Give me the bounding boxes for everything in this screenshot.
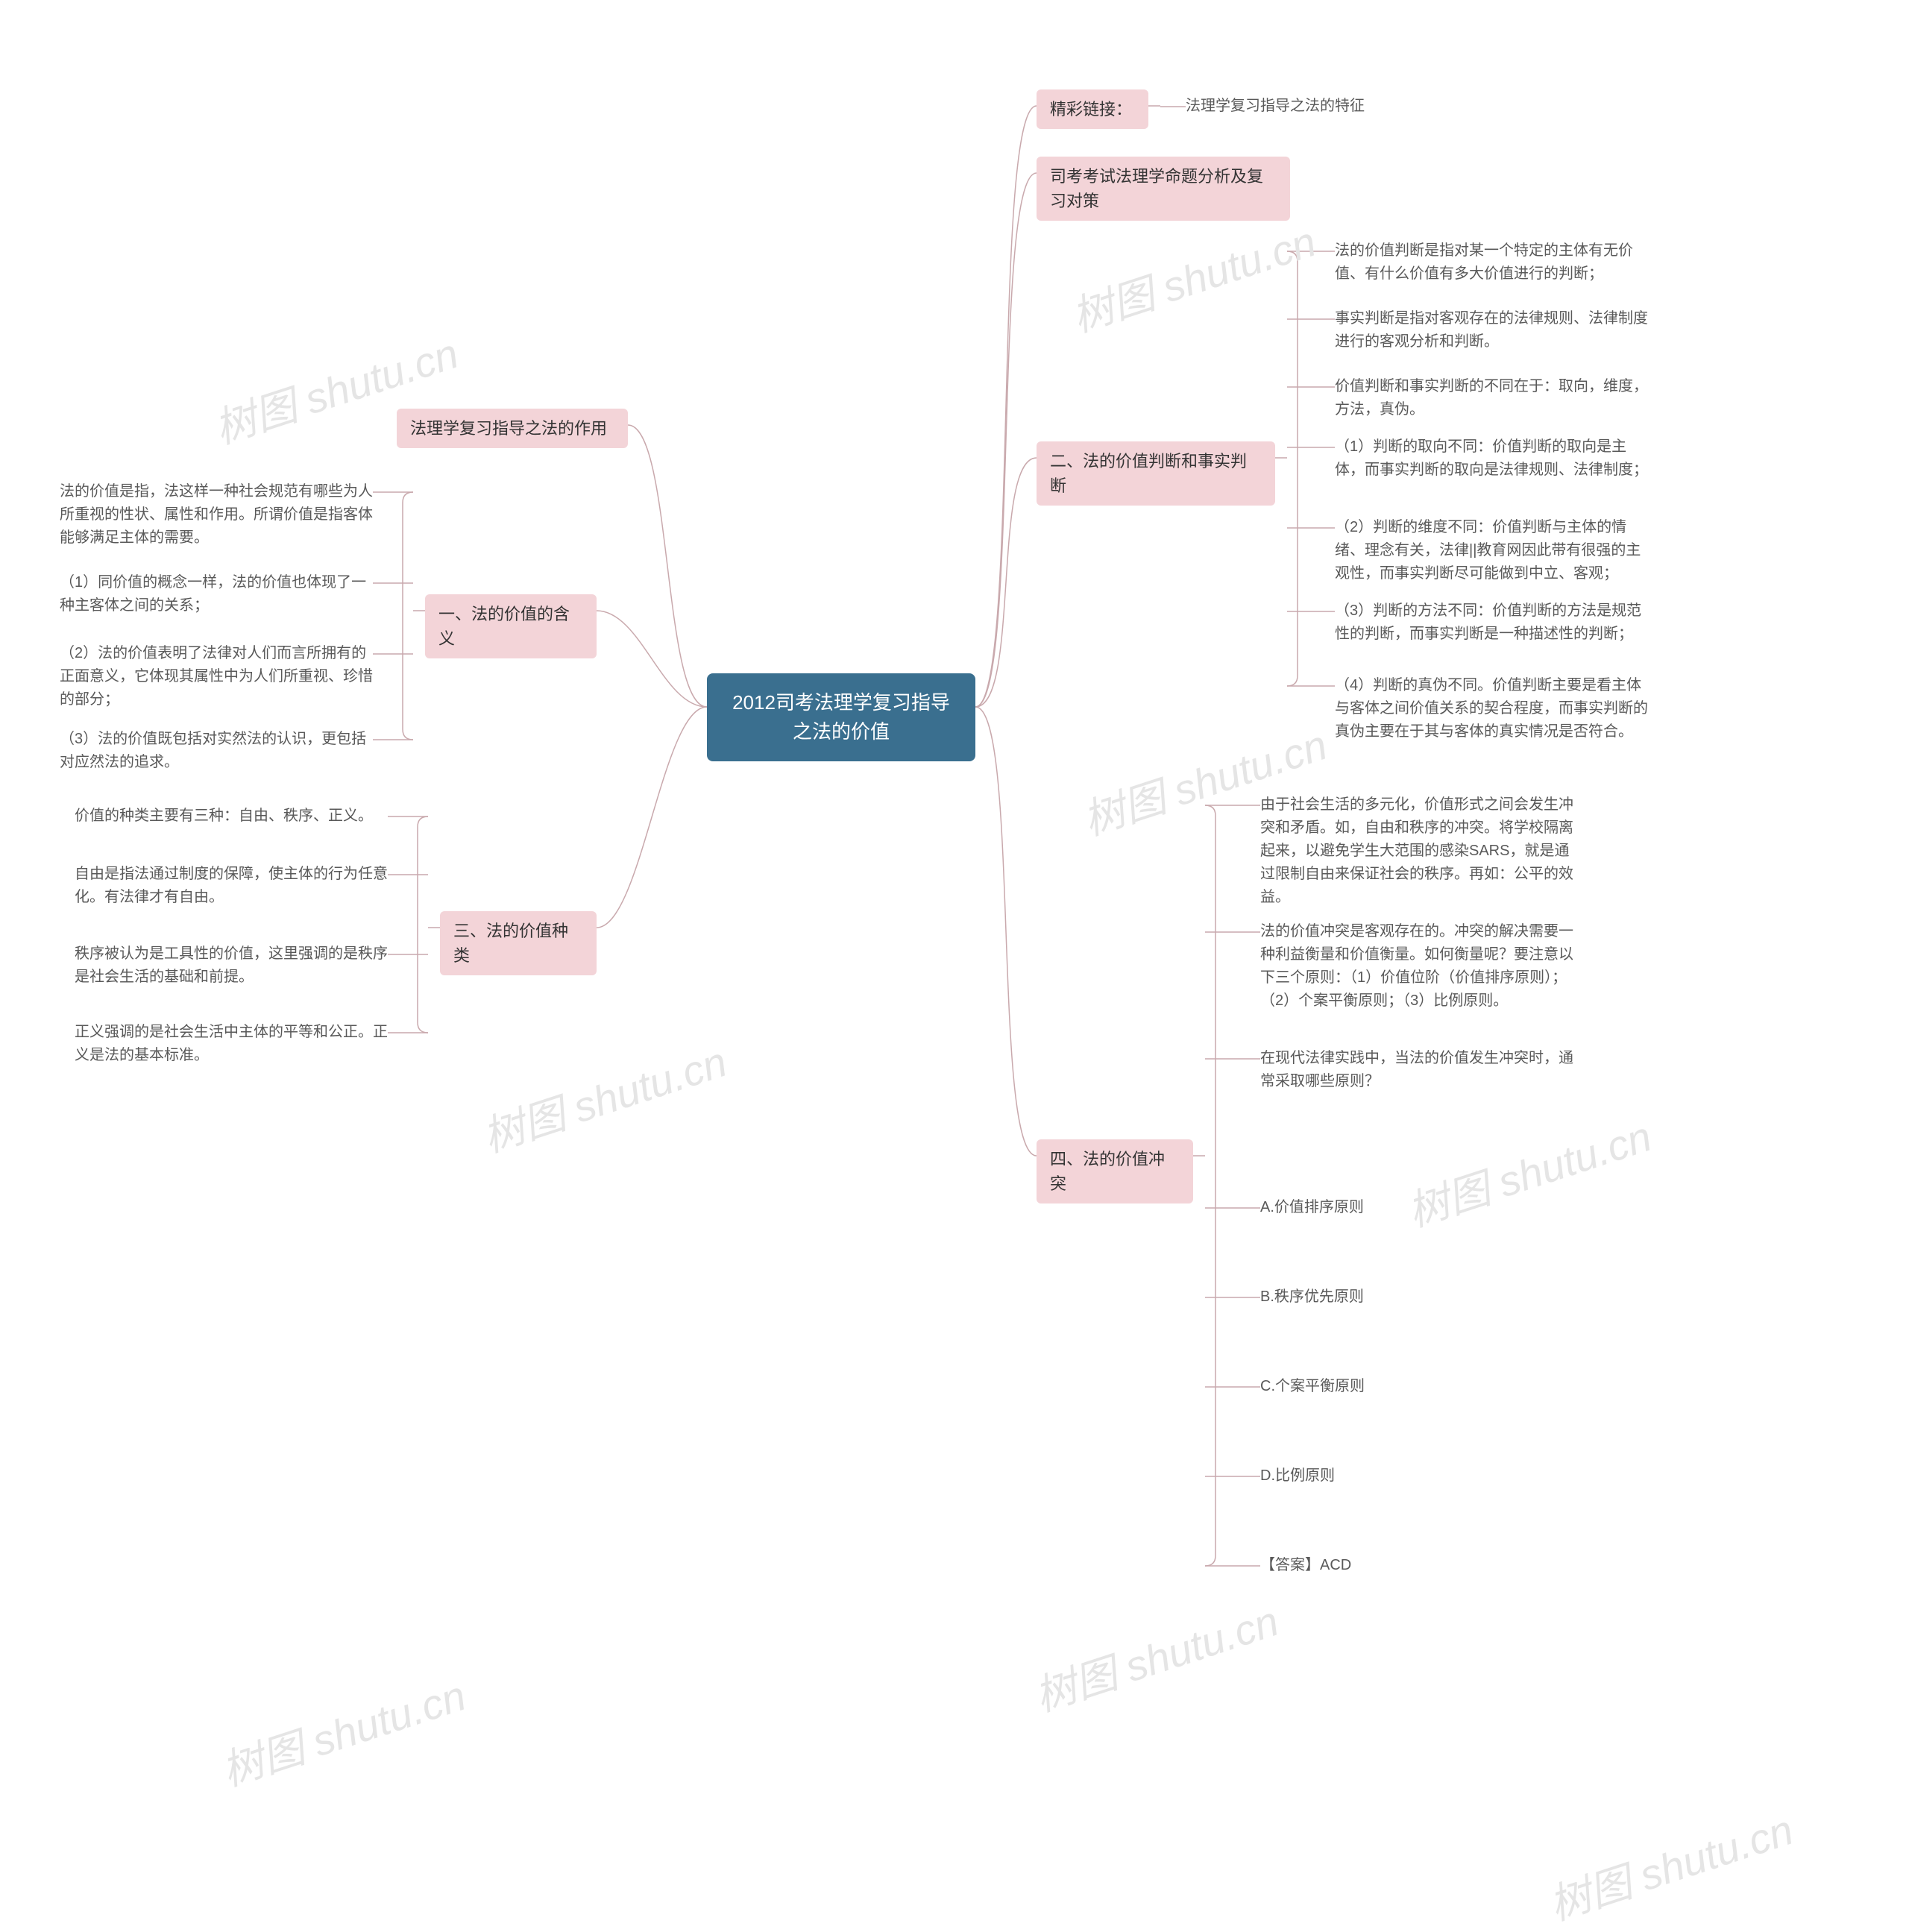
leaf-node: 秩序被认为是工具性的价值，这里强调的是秩序是社会生活的基础和前提。 <box>75 940 388 992</box>
center-node: 2012司考法理学复习指导 之法的价值 <box>707 673 975 761</box>
branch-node: 一、法的价值的含义 <box>425 594 597 658</box>
leaf-node: 正义强调的是社会生活中主体的平等和公正。正义是法的基本标准。 <box>75 1018 388 1070</box>
leaf-node: B.秩序优先原则 <box>1260 1283 1484 1312</box>
leaf-node: （1）判断的取向不同：价值判断的取向是主体，而事实判断的取向是法律规则、法律制度… <box>1335 432 1648 485</box>
leaf-node: （2）判断的维度不同：价值判断与主体的情绪、理念有关，法律||教育网因此带有很强… <box>1335 513 1648 588</box>
leaf-node: 自由是指法通过制度的保障，使主体的行为任意化。有法律才有自由。 <box>75 860 388 912</box>
watermark: 树图 shutu.cn <box>213 1663 473 1799</box>
leaf-node: 法的价值是指，法这样一种社会规范有哪些为人所重视的性状、属性和作用。所谓价值是指… <box>60 477 373 553</box>
leaf-node: （3）法的价值既包括对实然法的认识，更包括对应然法的追求。 <box>60 725 373 777</box>
center-title-line1: 2012司考法理学复习指导 <box>732 691 950 714</box>
branch-node: 法理学复习指导之法的作用 <box>397 409 628 448</box>
leaf-node: D.比例原则 <box>1260 1461 1484 1491</box>
leaf-node: 【答案】ACD <box>1260 1551 1484 1580</box>
leaf-node: （4）判断的真伪不同。价值判断主要是看主体与客体之间价值关系的契合程度，而事实判… <box>1335 671 1648 746</box>
branch-node: 四、法的价值冲突 <box>1037 1139 1193 1203</box>
leaf-node: （3）判断的方法不同：价值判断的方法是规范性的判断，而事实判断是一种描述性的判断… <box>1335 597 1648 649</box>
leaf-node: 价值的种类主要有三种：自由、秩序、正义。 <box>75 802 388 831</box>
branch-node: 精彩链接： <box>1037 89 1148 129</box>
leaf-node: 法的价值冲突是客观存在的。冲突的解决需要一种利益衡量和价值衡量。如何衡量呢？要注… <box>1260 917 1581 1016</box>
watermark: 树图 shutu.cn <box>474 1029 734 1165</box>
leaf-node: 价值判断和事实判断的不同在于：取向，维度，方法，真伪。 <box>1335 372 1648 424</box>
leaf-node: 法理学复习指导之法的特征 <box>1186 92 1424 121</box>
watermark: 树图 shutu.cn <box>1026 1588 1286 1724</box>
watermark: 树图 shutu.cn <box>1063 209 1323 344</box>
center-title-line2: 之法的价值 <box>793 720 890 743</box>
leaf-node: （1）同价值的概念一样，法的价值也体现了一种主客体之间的关系； <box>60 568 373 620</box>
branch-node: 司考考试法理学命题分析及复习对策 <box>1037 157 1290 221</box>
leaf-node: A.价值排序原则 <box>1260 1193 1484 1222</box>
leaf-node: 法的价值判断是指对某一个特定的主体有无价值、有什么价值有多大价值进行的判断； <box>1335 236 1648 289</box>
leaf-node: C.个案平衡原则 <box>1260 1372 1484 1401</box>
branch-node: 二、法的价值判断和事实判断 <box>1037 441 1275 506</box>
leaf-node: （2）法的价值表明了法律对人们而言所拥有的正面意义，它体现其属性中为人们所重视、… <box>60 639 373 714</box>
leaf-node: 由于社会生活的多元化，价值形式之间会发生冲突和矛盾。如，自由和秩序的冲突。将学校… <box>1260 790 1581 912</box>
leaf-node: 事实判断是指对客观存在的法律规则、法律制度进行的客观分析和判断。 <box>1335 304 1648 356</box>
watermark: 树图 shutu.cn <box>1541 1797 1800 1932</box>
leaf-node: 在现代法律实践中，当法的价值发生冲突时，通常采取哪些原则？ <box>1260 1044 1581 1096</box>
branch-node: 三、法的价值种类 <box>440 911 597 975</box>
